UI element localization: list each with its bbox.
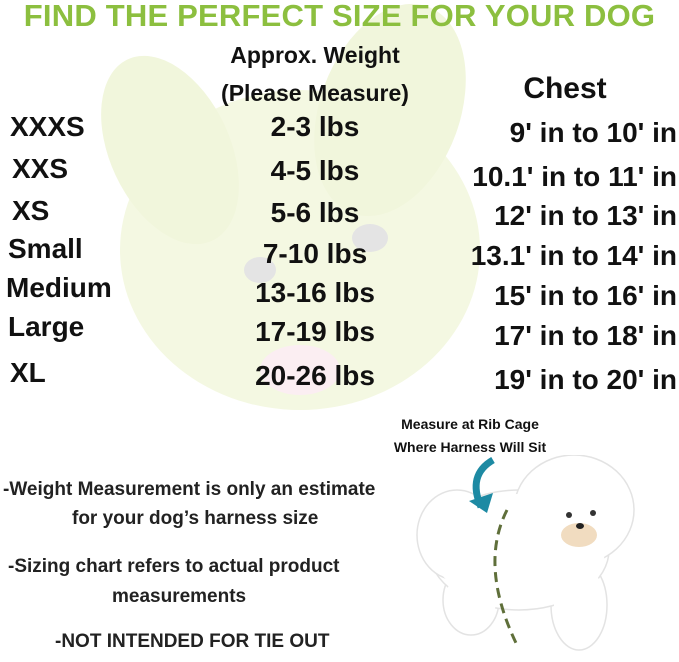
note-sizing-chart-2: measurements bbox=[112, 586, 247, 607]
size-label: XXXS bbox=[10, 111, 85, 142]
size-label: Large bbox=[8, 311, 85, 342]
chest-value: 9' in to 10' in bbox=[509, 117, 677, 148]
size-label: Medium bbox=[6, 272, 112, 303]
weight-value: 13-16 lbs bbox=[255, 277, 375, 308]
measure-caption-2: Where Harness Will Sit bbox=[393, 439, 547, 455]
weight-value: 20-26 lbs bbox=[255, 360, 375, 391]
note-sizing-chart: -Sizing chart refers to actual product bbox=[8, 556, 340, 577]
size-label: XS bbox=[12, 195, 50, 226]
note-tie-out-warning: -NOT INTENDED FOR TIE OUT bbox=[55, 631, 330, 652]
chest-header: Chest bbox=[523, 72, 607, 105]
size-label: XL bbox=[10, 357, 46, 388]
weight-value: 4-5 lbs bbox=[270, 155, 360, 186]
note-weight-estimate-2: for your dog’s harness size bbox=[72, 508, 319, 529]
weight-value: 7-10 lbs bbox=[262, 238, 368, 269]
size-label: XXS bbox=[12, 153, 69, 184]
page-title: FIND THE PERFECT SIZE FOR YOUR DOG bbox=[23, 0, 656, 33]
weight-header-note: (Please Measure) bbox=[221, 80, 409, 106]
measure-caption: Measure at Rib Cage bbox=[401, 416, 539, 432]
chest-value: 12' in to 13' in bbox=[494, 200, 677, 231]
chest-value: 19' in to 20' in bbox=[494, 364, 677, 395]
note-weight-estimate: -Weight Measurement is only an estimate bbox=[3, 479, 376, 500]
weight-header: Approx. Weight bbox=[230, 42, 400, 68]
chest-value: 10.1' in to 11' in bbox=[472, 161, 677, 192]
chest-value: 13.1' in to 14' in bbox=[470, 240, 677, 271]
weight-value: 5-6 lbs bbox=[270, 197, 360, 228]
weight-value: 17-19 lbs bbox=[255, 316, 375, 347]
size-label: Small bbox=[8, 233, 83, 264]
chest-value: 15' in to 16' in bbox=[494, 280, 677, 311]
dog-illustration-icon bbox=[416, 455, 635, 651]
chest-value: 17' in to 18' in bbox=[494, 320, 677, 351]
weight-value: 2-3 lbs bbox=[270, 111, 360, 142]
